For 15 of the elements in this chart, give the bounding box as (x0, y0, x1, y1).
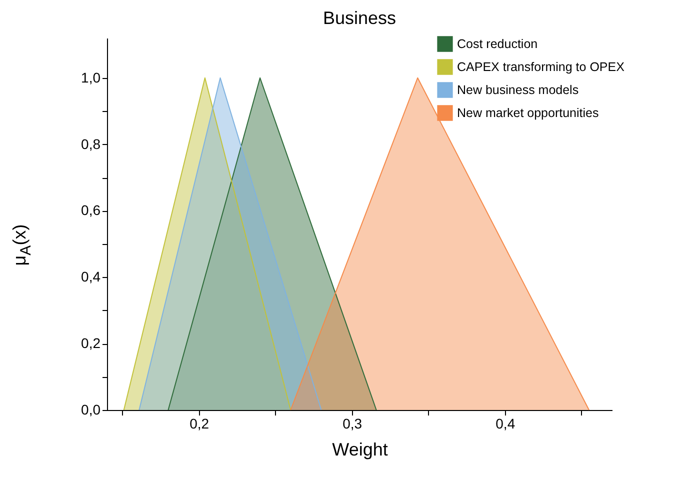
y-tick-label: 0,4 (81, 268, 101, 285)
x-tick-label: 0,3 (342, 416, 362, 432)
legend-label: CAPEX transforming to OPEX (457, 60, 626, 74)
y-tick-label: 1,0 (81, 69, 101, 86)
legend-label: New market opportunities (457, 106, 599, 120)
legend-label: New business models (457, 83, 579, 97)
x-axis-title: Weight (332, 440, 388, 460)
chart-title: Business (322, 8, 396, 28)
y-tick-label: 0,6 (81, 202, 101, 218)
x-tick-label: 0,2 (190, 416, 210, 432)
y-tick-label: 0,8 (81, 136, 101, 152)
y-tick-label: 0,2 (81, 335, 101, 352)
y-tick-label: 0,0 (81, 402, 101, 418)
x-tick-label: 0,4 (496, 416, 516, 432)
legend-label: Cost reduction (457, 37, 538, 51)
